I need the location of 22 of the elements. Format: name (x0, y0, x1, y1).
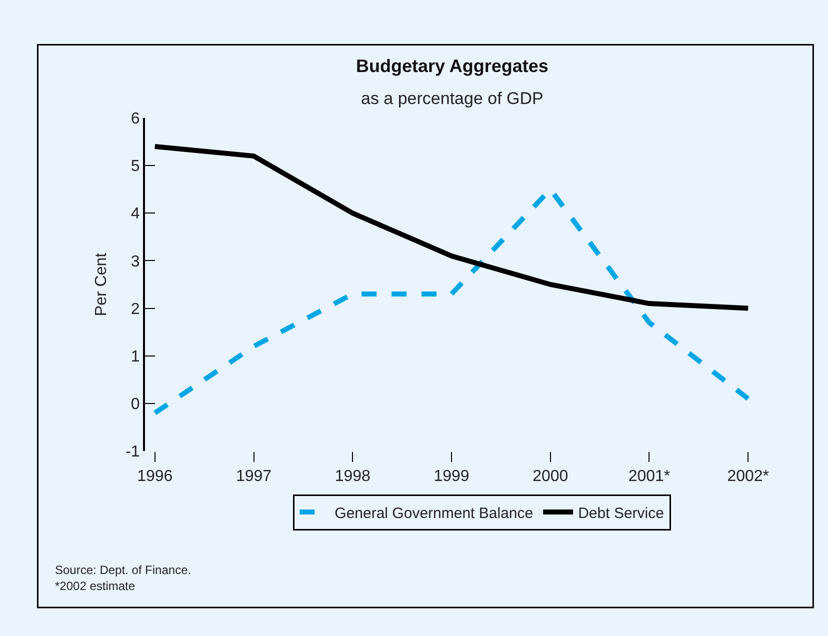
x-tick-label: 2000 (532, 468, 568, 486)
x-tick-label: 1997 (236, 468, 272, 486)
y-tick-label: 2 (130, 300, 140, 318)
legend-label: General Government Balance (334, 504, 534, 522)
x-tick-label: 2001* (628, 468, 670, 486)
y-tick-label: 6 (130, 110, 140, 128)
x-tick-label: 2002* (727, 468, 770, 486)
chart-title: Budgetary Aggregates (356, 56, 548, 76)
y-tick-label: 1 (130, 348, 140, 366)
y-tick-label: -1 (126, 444, 140, 461)
legend-label: Debt Service (578, 504, 664, 522)
x-tick-label: 1996 (137, 468, 173, 486)
y-tick-label: 0 (130, 396, 140, 414)
x-tick-label: 1998 (334, 468, 371, 486)
y-tick-label: 3 (130, 253, 140, 270)
y-axis-title: Per Cent (92, 252, 110, 316)
source-note: Source: Dept. of Finance. (55, 563, 192, 577)
text: *2002 estimate (55, 579, 136, 593)
y-tick-label: 4 (130, 206, 140, 223)
y-tick-label: 5 (130, 158, 140, 176)
chart-subtitle: as a percentage of GDP (361, 89, 544, 108)
x-tick-label: 1999 (434, 468, 470, 486)
